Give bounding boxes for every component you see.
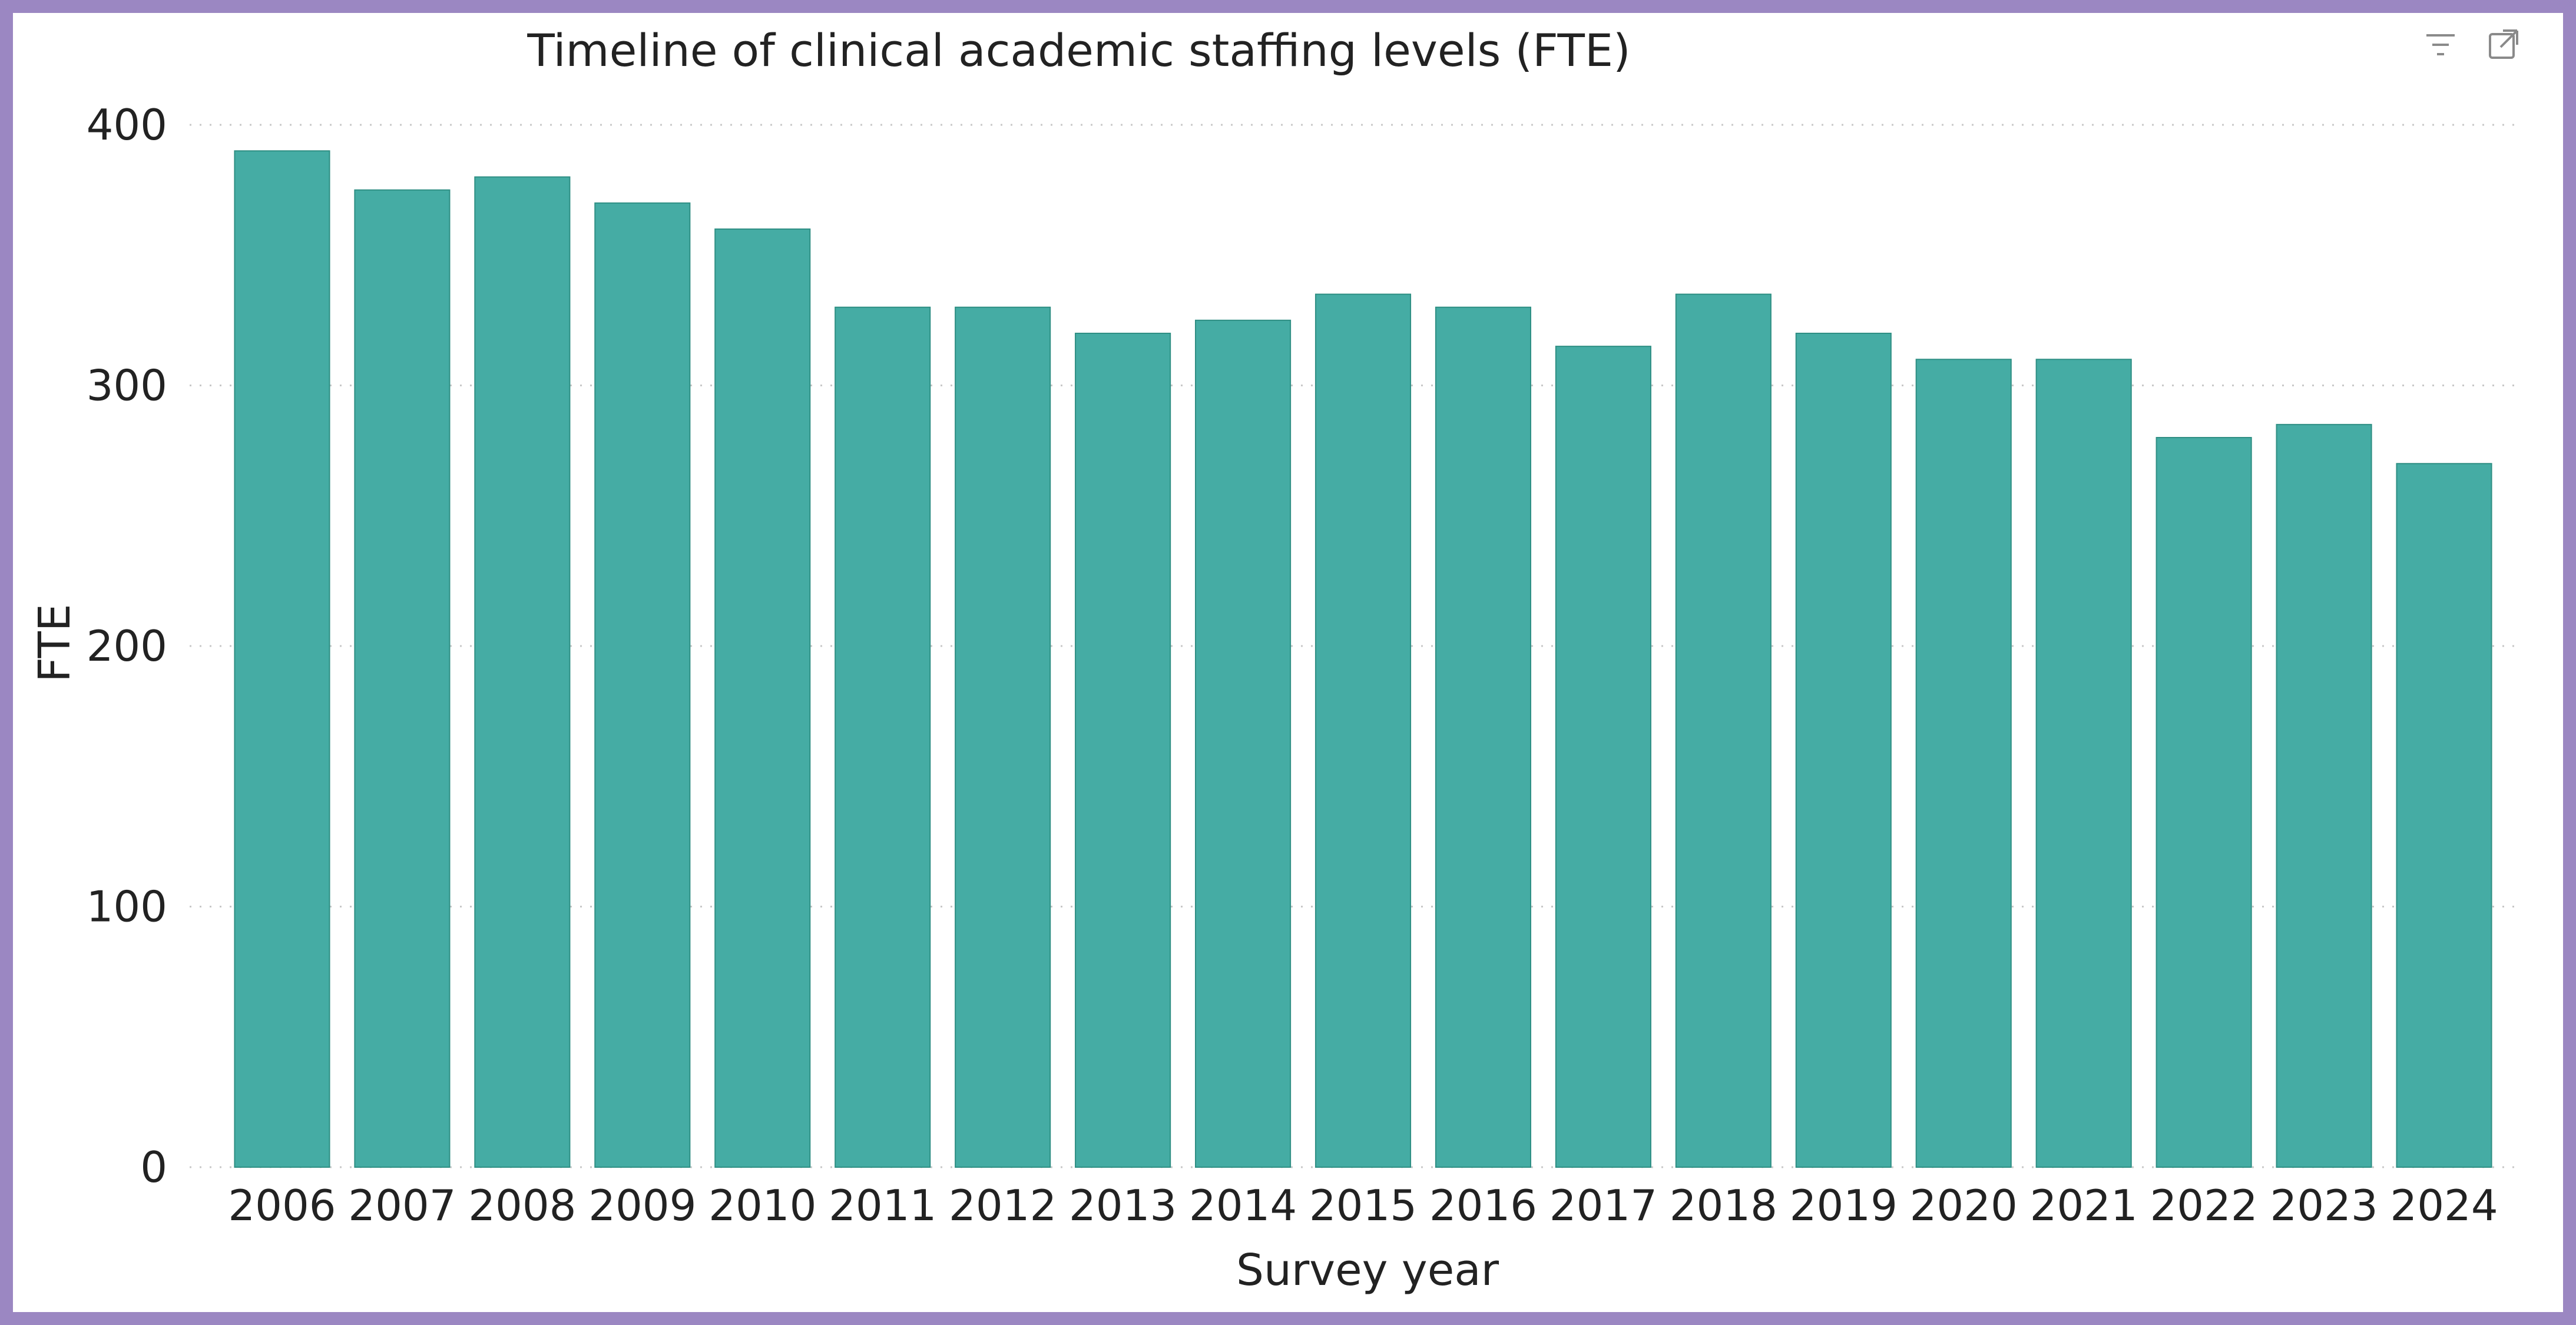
- bar-2011[interactable]: [835, 306, 931, 1168]
- bars: [234, 150, 2492, 1168]
- x-tick-label: 2024: [2390, 1181, 2498, 1230]
- filter-icon[interactable]: [2426, 34, 2455, 55]
- bar-2023[interactable]: [2276, 423, 2372, 1168]
- x-axis-label: Survey year: [1236, 1245, 1499, 1296]
- bar-2022[interactable]: [2156, 437, 2252, 1168]
- x-axis-ticks: 2006 2007 2008 2009 2010 2011 2012 2013 2014 2015…: [228, 1181, 2498, 1230]
- y-tick-label: 400: [87, 100, 167, 150]
- bar-2007[interactable]: [354, 189, 451, 1168]
- bar-2014[interactable]: [1194, 319, 1292, 1168]
- x-tick-label: 2017: [1549, 1181, 1657, 1230]
- x-tick-label: 2021: [2030, 1181, 2138, 1230]
- x-tick-label: 2018: [1670, 1181, 1777, 1230]
- x-tick-label: 2020: [1910, 1181, 2018, 1230]
- y-axis-label: FTE: [29, 604, 80, 682]
- y-tick-label: 300: [87, 361, 167, 410]
- expand-icon[interactable]: [2489, 29, 2518, 59]
- x-tick-label: 2007: [348, 1181, 456, 1230]
- y-tick-label: 0: [140, 1142, 167, 1192]
- bar-2008[interactable]: [474, 176, 571, 1168]
- bar-2021[interactable]: [2035, 359, 2132, 1168]
- y-axis-ticks: 0 100 200 300 400: [87, 100, 167, 1192]
- x-tick-label: 2015: [1309, 1181, 1417, 1230]
- bar-2017[interactable]: [1555, 346, 1651, 1168]
- bar-2024[interactable]: [2396, 463, 2492, 1168]
- bar-chart: Timeline of clinical academic staffing l…: [29, 24, 2518, 1296]
- bar-2020[interactable]: [1915, 359, 2012, 1168]
- bar-2015[interactable]: [1315, 293, 1412, 1168]
- x-tick-label: 2014: [1189, 1181, 1297, 1230]
- x-tick-label: 2009: [588, 1181, 696, 1230]
- x-tick-label: 2012: [949, 1181, 1057, 1230]
- bar-2006[interactable]: [234, 150, 330, 1168]
- x-tick-label: 2022: [2150, 1181, 2258, 1230]
- x-tick-label: 2010: [708, 1181, 816, 1230]
- chart-frame: Timeline of clinical academic staffing l…: [13, 13, 2563, 1312]
- chart-title: Timeline of clinical academic staffing l…: [527, 24, 1630, 77]
- bar-2016[interactable]: [1435, 306, 1532, 1168]
- y-tick-label: 100: [87, 882, 167, 932]
- x-tick-label: 2013: [1069, 1181, 1177, 1230]
- x-tick-label: 2008: [468, 1181, 576, 1230]
- bar-2010[interactable]: [714, 228, 811, 1168]
- bar-2012[interactable]: [955, 306, 1051, 1168]
- x-tick-label: 2011: [829, 1181, 936, 1230]
- x-tick-label: 2016: [1429, 1181, 1537, 1230]
- x-tick-label: 2023: [2270, 1181, 2378, 1230]
- bar-2018[interactable]: [1675, 293, 1772, 1168]
- x-tick-label: 2006: [228, 1181, 336, 1230]
- bar-2019[interactable]: [1795, 333, 1892, 1168]
- x-tick-label: 2019: [1790, 1181, 1898, 1230]
- bar-2013[interactable]: [1075, 333, 1171, 1168]
- bar-2009[interactable]: [594, 202, 691, 1168]
- y-tick-label: 200: [87, 621, 167, 671]
